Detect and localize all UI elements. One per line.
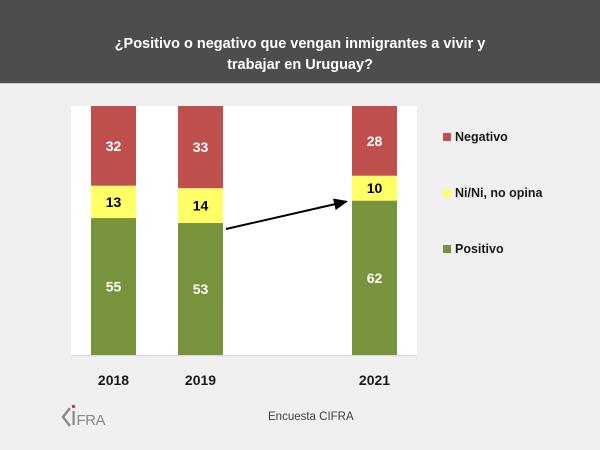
bar-segment-ni-ni-no-opina-2019 [178,188,223,224]
cifra-logo-text: FRA [77,412,106,429]
cifra-logo: FRA [60,402,120,435]
data-label-ni-ni-no-opina-2018: 13 [106,194,122,210]
bar-segment-ni-ni-no-opina-2018 [91,185,136,219]
data-label-negativo-2019: 33 [193,139,209,155]
x-tick-label-2019: 2019 [185,372,216,388]
bar-segment-negativo-2021 [352,106,397,176]
chart-title: ¿Positivo o negativo que vengan inmigran… [100,34,500,76]
trend-arrow [225,198,348,231]
bar-segment-negativo-2019 [178,106,223,189]
legend-item-positivo: Positivo [443,242,504,256]
bar-segment-positivo-2021 [352,200,397,355]
legend-label-positivo: Positivo [455,242,504,256]
x-tick-label-2021: 2021 [359,372,390,388]
data-label-ni-ni-no-opina-2021: 10 [367,180,383,196]
bar-segment-positivo-2018 [91,218,136,355]
bar-segment-ni-ni-no-opina-2021 [352,175,397,201]
bar-segment-negativo-2018 [91,106,136,186]
cifra-logo-mark [61,404,76,427]
bar-segment-positivo-2019 [178,223,223,355]
data-label-negativo-2018: 32 [106,138,122,154]
x-tick-label-2018: 2018 [98,372,129,388]
chart-title-line-1: ¿Positivo o negativo que vengan inmigran… [114,36,486,52]
source-note: Encuesta CIFRA [268,411,354,423]
chart-title-line-2: trabajar en Uruguay? [227,57,373,73]
header-divider [0,83,600,84]
data-label-negativo-2021: 28 [367,133,383,149]
legend-swatch-ni-ni-no-opina [443,189,451,197]
header-banner: ¿Positivo o negativo que vengan inmigran… [0,0,600,83]
data-label-positivo-2021: 62 [367,270,383,286]
legend-label-ni-ni-no-opina: Ni/Ni, no opina [455,186,543,200]
data-label-positivo-2018: 55 [106,279,122,295]
legend-swatch-positivo [443,245,451,253]
data-label-positivo-2019: 53 [193,281,209,297]
legend-item-negativo: Negativo [443,130,508,144]
legend-swatch-negativo [443,133,451,141]
legend-label-negativo: Negativo [455,130,508,144]
legend-item-ni-ni-no-opina: Ni/Ni, no opina [443,186,543,200]
data-label-ni-ni-no-opina-2019: 14 [193,198,209,214]
